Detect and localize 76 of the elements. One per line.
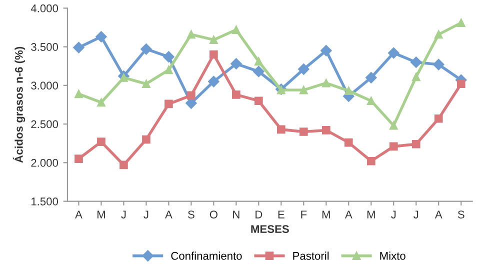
point: [140, 43, 152, 55]
y-tick-label: 4.000: [30, 4, 58, 12]
point: [254, 57, 263, 66]
point: [163, 51, 174, 62]
point: [164, 100, 173, 108]
x-tick-label: F: [301, 210, 307, 218]
x-tick-label: N: [233, 210, 240, 218]
point: [366, 156, 376, 166]
y-tick-label: 2.000: [31, 158, 58, 167]
point: [74, 90, 83, 98]
x-tick-label: O: [210, 210, 218, 218]
point: [322, 126, 330, 134]
y-tick-label: 1.500: [31, 198, 58, 206]
point: [299, 86, 308, 94]
point: [120, 160, 128, 170]
y-tick-label: 3.000: [31, 82, 58, 90]
x-tick-label: A: [75, 210, 82, 218]
point: [388, 47, 400, 59]
point: [456, 18, 466, 28]
x-tick-label: D: [256, 210, 262, 218]
point: [210, 36, 218, 44]
x-tick-label: A: [165, 210, 172, 218]
point: [320, 45, 332, 56]
point: [142, 135, 150, 144]
point: [389, 121, 398, 130]
point: [389, 142, 398, 151]
point: [164, 66, 173, 74]
point: [299, 128, 308, 136]
y-axis-title: Ácidos grasos n-6 (%): [12, 46, 26, 163]
x-tick-label: J: [414, 210, 418, 218]
x-tick-label: J: [391, 210, 396, 218]
point: [412, 72, 420, 82]
y-tick-label: 3.500: [31, 43, 58, 51]
x-tick-label: M: [98, 210, 105, 218]
point: [232, 26, 240, 34]
x-tick-label: A: [434, 210, 442, 218]
x-tick-label: S: [188, 210, 194, 218]
point: [412, 140, 420, 148]
x-tick-label: E: [278, 210, 284, 218]
point: [96, 31, 107, 42]
point: [366, 96, 376, 106]
point: [322, 78, 330, 88]
point: [253, 66, 264, 78]
point: [254, 96, 263, 106]
point: [434, 30, 443, 39]
point: [434, 114, 443, 123]
x-tick-label: S: [458, 210, 464, 218]
point: [73, 42, 84, 54]
point: [456, 80, 466, 88]
point: [187, 91, 196, 100]
x-tick-label: M: [367, 210, 375, 218]
legend-label: Pastoril: [293, 252, 329, 260]
point: [210, 50, 218, 59]
legend-label: Mixto: [380, 252, 406, 260]
point: [97, 138, 106, 146]
x-tick-label: J: [144, 210, 148, 218]
point: [230, 58, 242, 70]
y-tick-label: 2.500: [31, 120, 58, 128]
point: [277, 125, 286, 134]
point: [366, 72, 377, 84]
x-tick-label: A: [344, 210, 352, 218]
x-tick-label: M: [322, 210, 330, 218]
point: [232, 90, 240, 99]
x-axis-title: MESES: [251, 225, 289, 233]
point: [187, 30, 196, 39]
point: [142, 80, 150, 88]
point: [208, 76, 220, 88]
point: [298, 64, 310, 75]
point: [410, 56, 422, 68]
point: [97, 98, 106, 107]
point: [433, 58, 444, 70]
point: [74, 154, 83, 163]
legend-label: Confinamiento: [171, 252, 242, 260]
x-tick-label: J: [121, 210, 126, 218]
point: [344, 86, 353, 95]
point: [344, 138, 353, 147]
